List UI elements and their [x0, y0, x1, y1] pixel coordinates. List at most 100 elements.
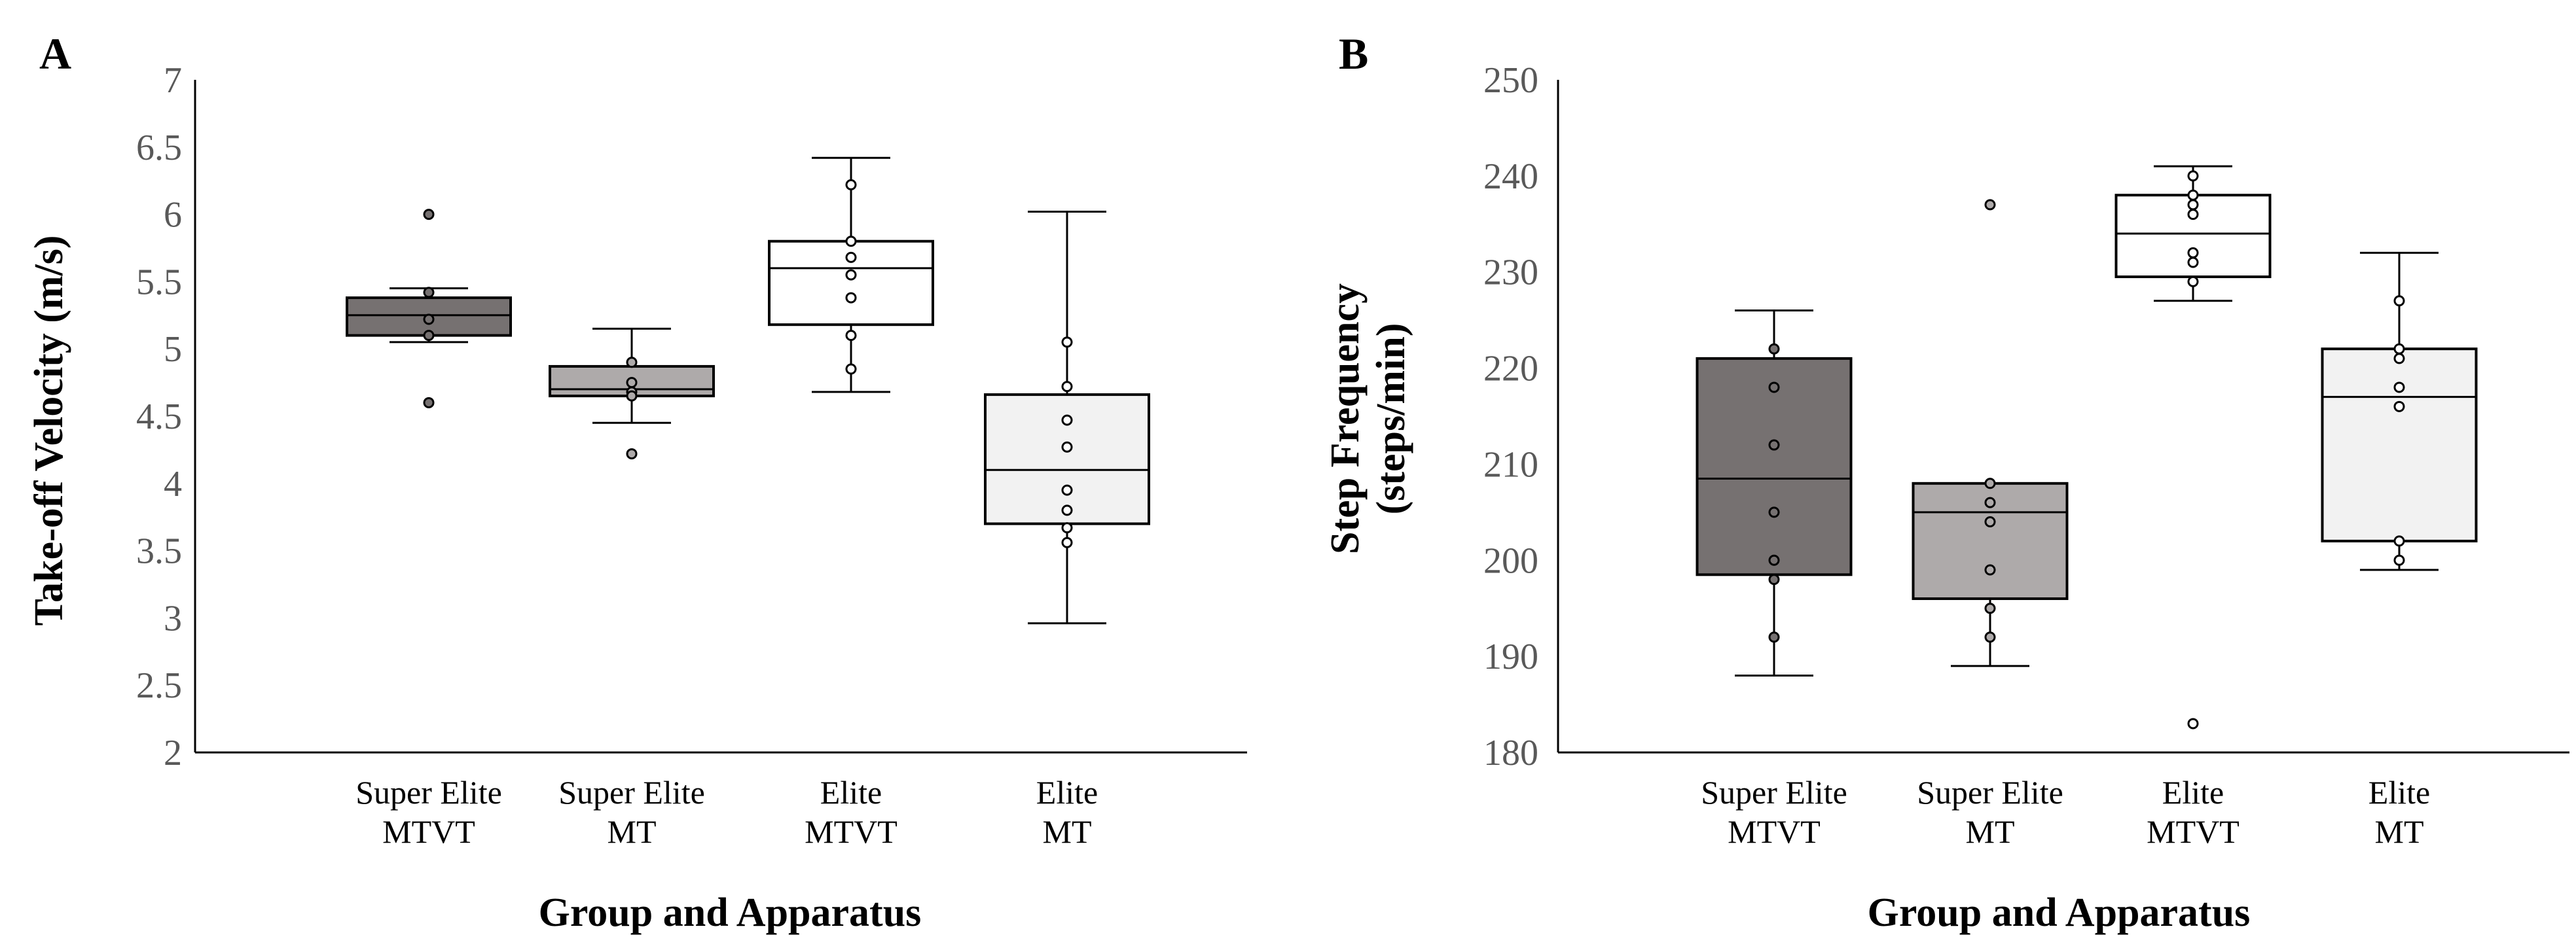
data-point	[2393, 535, 2405, 547]
data-point	[1768, 631, 1780, 643]
data-point	[845, 236, 857, 247]
box-group	[984, 210, 1150, 625]
data-point	[2393, 343, 2405, 355]
data-point	[1984, 478, 1996, 489]
box-group	[768, 156, 934, 393]
box-group	[346, 209, 512, 408]
category-label-line2: MT	[2375, 813, 2424, 850]
y-tick-label: 4.5	[136, 397, 182, 437]
category-label-line2: MT	[1043, 813, 1092, 850]
data-point	[1984, 497, 1996, 508]
data-point	[1984, 564, 1996, 576]
data-point	[845, 292, 857, 304]
data-point	[1061, 504, 1073, 516]
y-tick-label: 210	[1483, 444, 1538, 485]
category-label-line1: Super Elite	[1701, 774, 1847, 811]
y-tick-label: 6	[164, 195, 182, 236]
data-point	[845, 330, 857, 342]
data-point	[423, 330, 435, 342]
y-tick-label: 3	[164, 598, 182, 639]
data-point	[1768, 439, 1780, 451]
data-point	[1061, 414, 1073, 426]
data-point	[423, 209, 435, 220]
data-point	[626, 448, 638, 460]
panel-label-b: B	[1339, 29, 1368, 79]
category-label-line2: MTVT	[2147, 813, 2240, 850]
category-label-line2: MT	[1966, 813, 2015, 850]
y-axis-title-a: Take-off Velocity (m/s)	[27, 236, 71, 626]
data-point	[1768, 506, 1780, 518]
data-point	[2187, 199, 2199, 211]
category-label-line1: Elite	[2162, 774, 2224, 811]
data-point	[2393, 554, 2405, 566]
category-label-line1: Elite	[2368, 774, 2430, 811]
data-point	[626, 357, 638, 368]
y-axis-title-b-line2: (steps/min)	[1369, 323, 1413, 515]
y-tick-label: 190	[1483, 637, 1538, 677]
y-tick-label: 200	[1483, 540, 1538, 581]
category-label-line1: Super Elite	[1917, 774, 2063, 811]
data-point	[1061, 441, 1073, 453]
category-label-line2: MTVT	[805, 813, 898, 850]
y-axis-title-b-line1: Step Frequency	[1323, 283, 1368, 554]
data-point	[1768, 343, 1780, 355]
data-point	[2393, 353, 2405, 364]
category-label-line1: Super Elite	[558, 774, 705, 811]
data-point	[1061, 381, 1073, 393]
y-tick-label: 240	[1483, 156, 1538, 197]
data-point	[2187, 718, 2199, 730]
box-group	[2321, 251, 2478, 571]
data-point	[2393, 400, 2405, 412]
y-tick-label: 4	[164, 464, 182, 504]
data-point	[1061, 484, 1073, 496]
data-point	[1984, 516, 1996, 528]
category-label-line1: Elite	[820, 774, 882, 811]
x-axis-title-a: Group and Apparatus	[539, 890, 922, 935]
data-point	[1768, 554, 1780, 566]
data-point	[845, 363, 857, 375]
y-tick-label: 5	[164, 329, 182, 370]
y-tick-label: 180	[1483, 733, 1538, 773]
data-point	[423, 287, 435, 298]
category-label-line2: MT	[608, 813, 657, 850]
data-point	[1984, 631, 1996, 643]
box-group	[1696, 309, 1853, 677]
data-point	[2393, 295, 2405, 307]
category-label-line2: MTVT	[382, 813, 475, 850]
data-point	[423, 397, 435, 408]
y-tick-label: 3.5	[136, 531, 182, 572]
data-point	[2187, 256, 2199, 268]
data-point	[2187, 170, 2199, 182]
y-tick-label: 5.5	[136, 262, 182, 302]
box-iqr	[2321, 347, 2478, 542]
y-tick-label: 250	[1483, 60, 1538, 101]
category-label-line2: MTVT	[1728, 813, 1821, 850]
data-point	[1984, 603, 1996, 614]
data-point	[845, 179, 857, 190]
data-point	[1061, 336, 1073, 348]
data-point	[2187, 275, 2199, 287]
data-point	[1768, 574, 1780, 586]
data-point	[626, 390, 638, 402]
box-group	[1912, 199, 2069, 667]
y-tick-label: 220	[1483, 349, 1538, 389]
y-tick-label: 7	[164, 60, 182, 101]
box-iqr	[1696, 357, 1853, 576]
data-point	[1061, 522, 1073, 534]
box-group	[2114, 165, 2272, 730]
category-label-line1: Super Elite	[355, 774, 502, 811]
y-tick-label: 6.5	[136, 128, 182, 168]
category-label-line1: Elite	[1036, 774, 1098, 811]
data-point	[2187, 209, 2199, 220]
data-point	[1768, 381, 1780, 393]
data-point	[845, 251, 857, 263]
y-tick-label: 2	[164, 733, 182, 773]
y-tick-label: 230	[1483, 253, 1538, 293]
y-tick-label: 2.5	[136, 665, 182, 706]
x-axis-title-b: Group and Apparatus	[1868, 890, 2251, 935]
box-group	[549, 327, 715, 460]
data-point	[1061, 537, 1073, 548]
